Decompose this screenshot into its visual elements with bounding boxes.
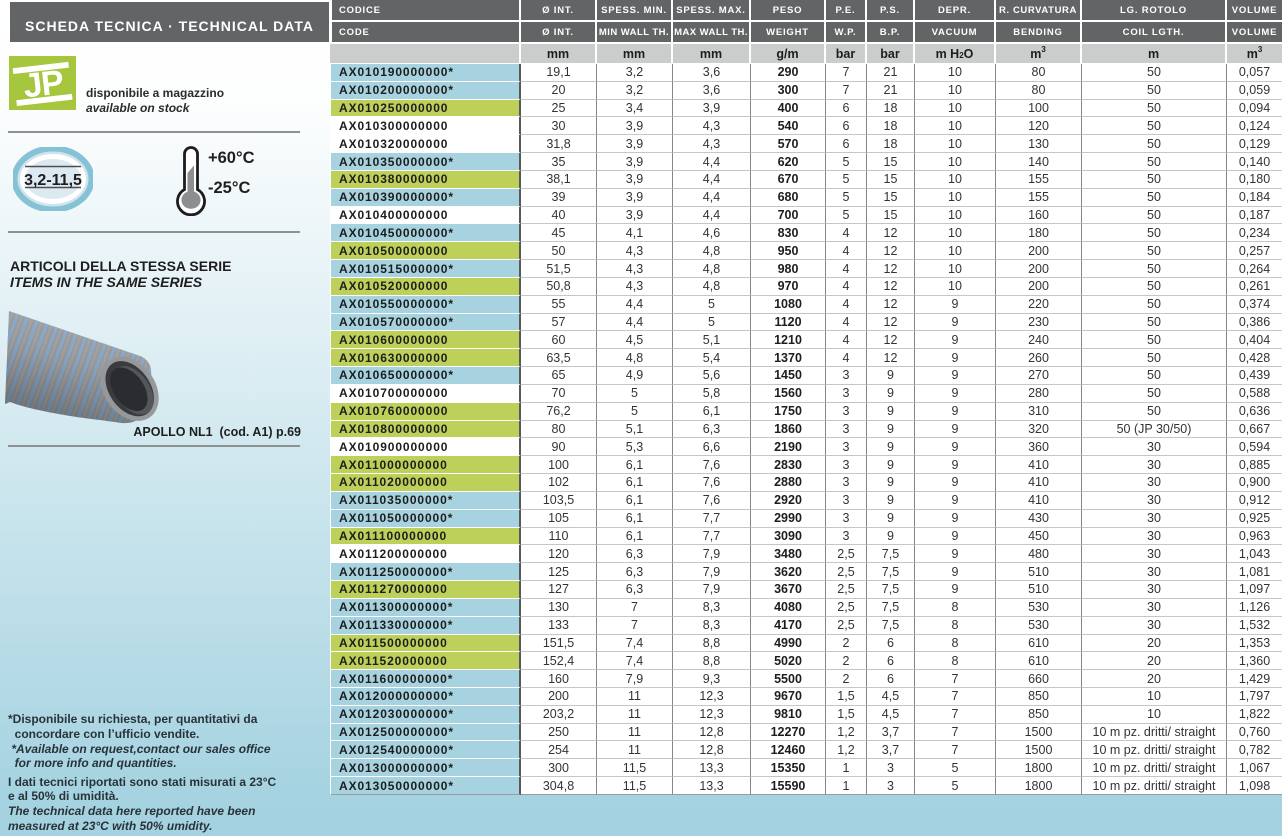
svg-text:JP: JP (21, 63, 65, 105)
svg-text:3,2-11,5: 3,2-11,5 (24, 172, 82, 189)
